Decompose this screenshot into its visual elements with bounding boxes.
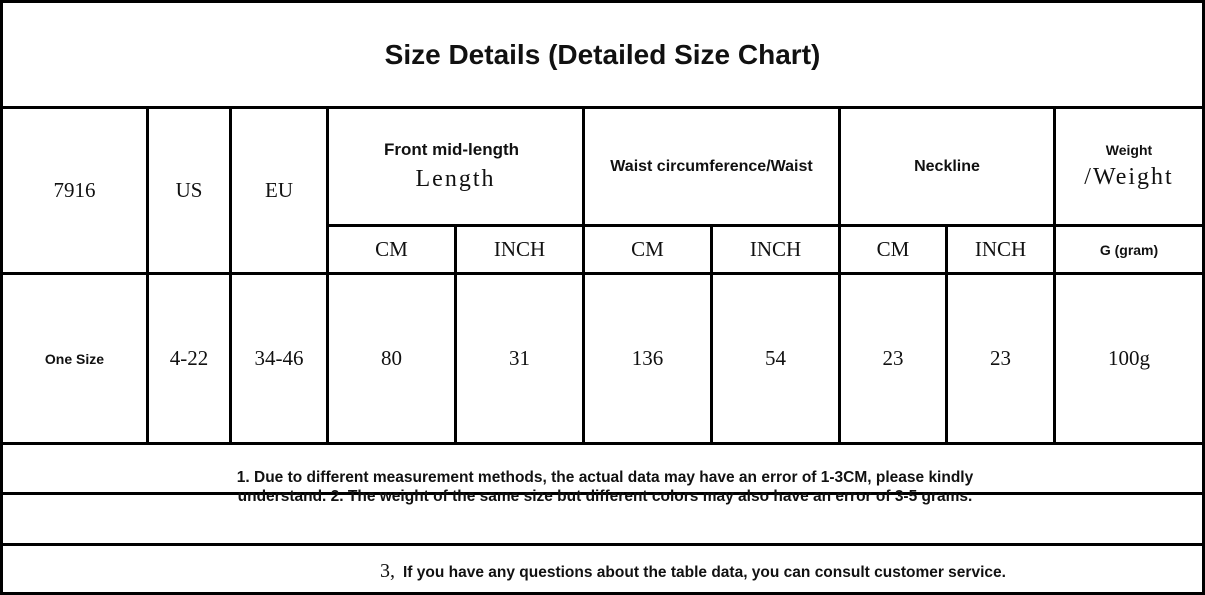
divider (229, 106, 232, 445)
note3-text: If you have any questions about the tabl… (403, 564, 1006, 581)
unit-cm: CM (375, 237, 408, 261)
header-eu: EU (265, 178, 293, 202)
divider (582, 106, 585, 445)
row-neck-cm: 23 (882, 346, 904, 370)
header-front-length-line2: Length (415, 166, 496, 192)
header-weight: Weight /Weight (1056, 109, 1202, 224)
divider (0, 106, 1205, 109)
header-front-length-line1: Front mid-length (383, 140, 520, 159)
unit-inch: INCH (493, 237, 546, 261)
unit-cm: CM (631, 237, 664, 261)
header-model: 7916 (53, 178, 96, 202)
header-weight-line2: /Weight (1084, 164, 1174, 190)
divider (326, 106, 329, 445)
row-length-cm: 80 (381, 346, 402, 370)
unit-gram: G (gram) (1099, 241, 1159, 258)
page-title: Size Details (Detailed Size Chart) (384, 38, 821, 70)
row-eu: 34-46 (254, 346, 304, 370)
divider (1202, 0, 1205, 595)
note-customer-service: 3, If you have any questions about the ta… (380, 560, 1006, 583)
divider (0, 592, 1205, 595)
divider (0, 543, 1205, 546)
divider (146, 106, 149, 445)
note-measurement: 1. Due to different measurement methods,… (236, 469, 974, 505)
unit-inch: INCH (974, 237, 1027, 261)
row-length-inch: 31 (509, 346, 530, 370)
header-front-length: Front mid-length Length (329, 109, 582, 224)
divider (1053, 106, 1056, 445)
header-us: US (175, 178, 203, 202)
divider (0, 442, 1205, 445)
row-neck-inch: 23 (990, 346, 1011, 370)
row-size: One Size (44, 350, 105, 367)
unit-inch: INCH (749, 237, 802, 261)
divider (838, 106, 841, 445)
row-waist-inch: 54 (765, 346, 786, 370)
divider (945, 224, 948, 445)
divider (328, 224, 1205, 227)
unit-cm: CM (876, 237, 910, 261)
note3-number: 3, (380, 560, 395, 582)
header-weight-line1: Weight (1105, 142, 1153, 158)
divider (710, 224, 713, 445)
header-neckline: Neckline (914, 157, 980, 175)
row-us: 4-22 (169, 346, 209, 370)
row-waist-cm: 136 (631, 346, 664, 370)
divider (0, 0, 1205, 3)
header-waist: Waist circumference/Waist (610, 157, 813, 175)
row-weight: 100g (1108, 346, 1150, 370)
divider (454, 224, 457, 445)
divider (0, 492, 1205, 495)
divider (0, 272, 1205, 275)
divider (0, 0, 3, 595)
